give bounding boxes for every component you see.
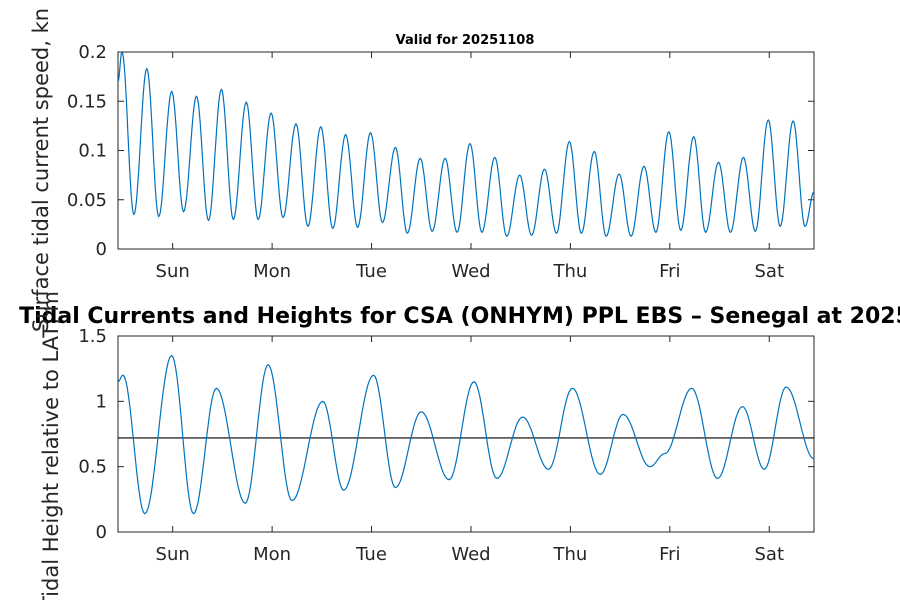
x-tick-label: Thu bbox=[552, 544, 587, 565]
x-tick-label: Sun bbox=[156, 261, 190, 282]
series-line bbox=[117, 50, 815, 237]
current-speed-ylabel: Surface tidal current speed, kn bbox=[29, 8, 53, 332]
y-tick-label: 0 bbox=[96, 522, 107, 543]
y-tick-label: 1 bbox=[96, 391, 107, 412]
y-tick-label: 0.1 bbox=[78, 141, 107, 162]
x-tick-label: Fri bbox=[659, 261, 680, 282]
x-tick-label: Fri bbox=[659, 544, 680, 565]
x-tick-label: Wed bbox=[451, 261, 490, 282]
current-speed-panel: 0 0.05 0.1 0.15 0.2 Sun Mon Tue Wed Thu Fri Sat bbox=[67, 42, 815, 282]
x-tick-label: Tue bbox=[355, 261, 387, 282]
y-tick-label: 1.5 bbox=[78, 326, 107, 347]
x-tick-label: Sat bbox=[754, 261, 784, 282]
x-tick-label: Mon bbox=[253, 544, 291, 565]
tidal-height-panel: 0 0.5 1 1.5 Sun Mon Tue Wed Thu Fri Sat bbox=[78, 326, 815, 565]
series-line bbox=[117, 354, 815, 515]
y-tick-label: 0.15 bbox=[67, 91, 107, 112]
y-tick-label: 0.5 bbox=[78, 457, 107, 478]
axes-box bbox=[117, 335, 815, 533]
y-tick-label: 0 bbox=[96, 239, 107, 260]
x-tick-label: Sun bbox=[156, 544, 190, 565]
y-tick-label: 0.2 bbox=[78, 42, 107, 63]
x-tick-label: Tue bbox=[355, 544, 387, 565]
tidal-height-ylabel: Tidal Height relative to LAT, m bbox=[39, 291, 63, 600]
x-tick-label: Thu bbox=[552, 261, 587, 282]
tidal-height-title: Tidal Currents and Heights for CSA (ONHY… bbox=[19, 304, 900, 329]
current-speed-title: Valid for 20251108 bbox=[396, 33, 535, 48]
y-tick-label: 0.05 bbox=[67, 190, 107, 211]
x-tick-label: Wed bbox=[451, 544, 490, 565]
x-tick-label: Sat bbox=[754, 544, 784, 565]
x-tick-label: Mon bbox=[253, 261, 291, 282]
